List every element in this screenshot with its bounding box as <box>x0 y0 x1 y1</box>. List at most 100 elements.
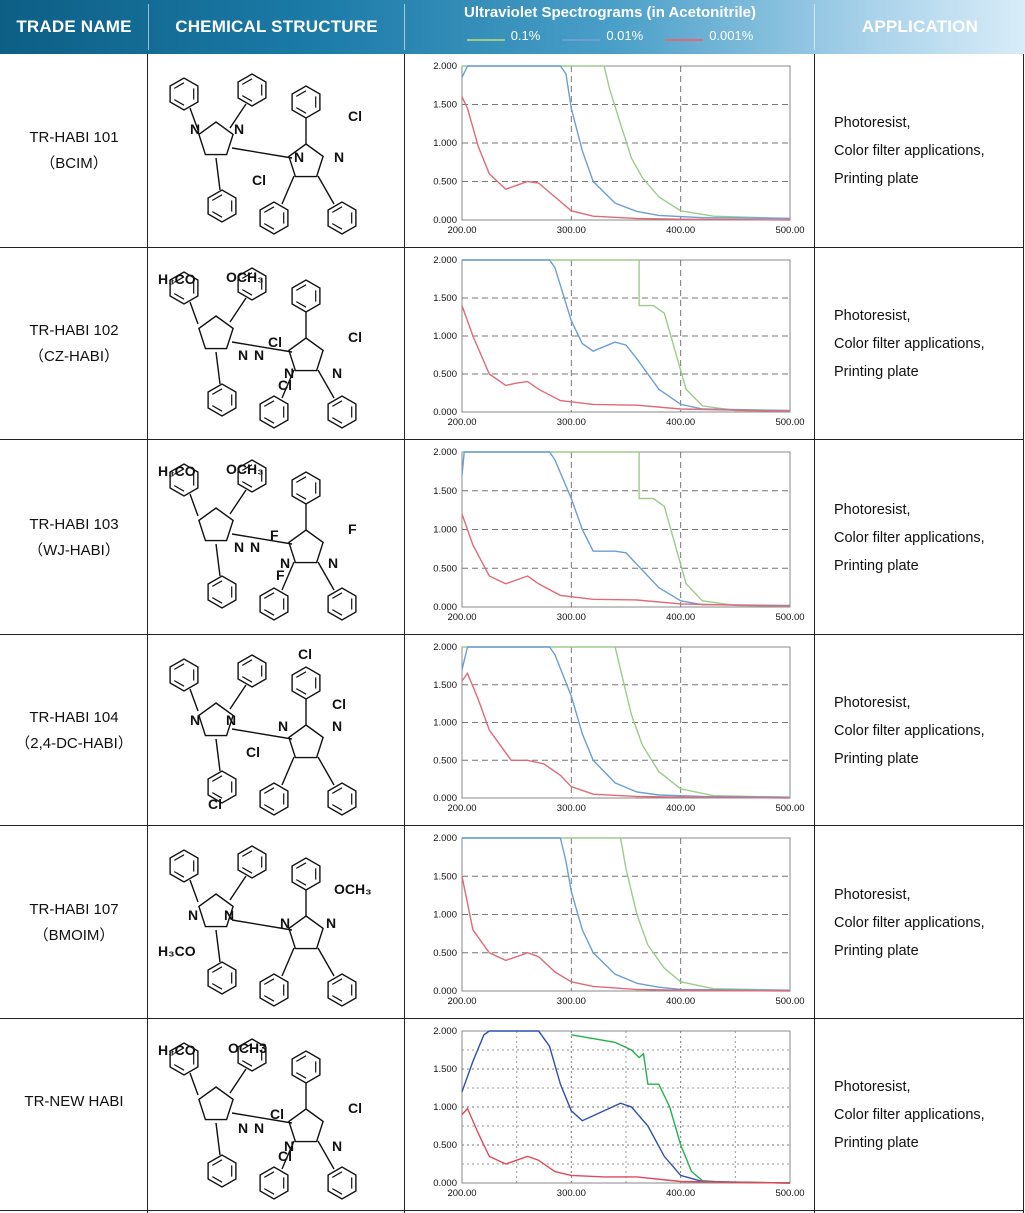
structure-bonds <box>169 459 357 621</box>
structure-atom-label: Cl <box>278 377 292 393</box>
y-tick-label: 1.000 <box>433 910 457 921</box>
structure-atom-label: N <box>284 365 294 381</box>
legend-swatch <box>665 38 704 41</box>
column-divider <box>404 54 405 1213</box>
application-item: Color filter applications, <box>834 722 985 739</box>
trade-name-code: （2,4-DC-HABI） <box>15 734 133 752</box>
y-tick-label: 0.000 <box>433 215 457 226</box>
header-application: APPLICATION <box>861 17 979 36</box>
header-divider <box>404 4 405 50</box>
application-item: Printing plate <box>834 364 919 380</box>
series-line-0-1pct <box>571 1034 791 1184</box>
y-tick-label: 0.500 <box>433 1140 457 1151</box>
trade-name-label: TR-HABI 107 <box>29 900 119 918</box>
header-trade-name: TRADE NAME <box>16 17 132 36</box>
structure-atom-label: N <box>188 907 198 923</box>
application-list: Photoresist, Color filter applications, Pr… <box>834 689 1024 773</box>
structure-atom-label: Cl <box>348 1100 362 1116</box>
x-tick-label: 300.00 <box>557 225 586 236</box>
structure-atom-label: OCH₃ <box>334 881 372 897</box>
trade-name: TR-HABI 101 （BCIM） <box>0 125 148 177</box>
series-line-0-001pct <box>461 305 791 412</box>
x-tick-label: 200.00 <box>447 417 476 428</box>
x-tick-label: 200.00 <box>447 612 476 623</box>
application-item: Printing plate <box>834 750 919 767</box>
x-tick-label: 500.00 <box>775 803 804 814</box>
column-divider <box>1023 54 1024 1213</box>
x-tick-label: 500.00 <box>775 996 804 1007</box>
y-tick-label: 2.000 <box>433 642 457 653</box>
application-list: Photoresist, Color filter applications, Pr… <box>834 302 1024 386</box>
table-row <box>0 248 1023 440</box>
uv-spectrogram-chart: 0.000 0.500 1.000 1.500 2.000 200.00 300.00 400… <box>433 1026 804 1199</box>
x-tick-label: 300.00 <box>557 417 586 428</box>
series-line-0-001pct <box>461 876 791 992</box>
legend-swatch <box>562 38 601 41</box>
trade-name: TR-HABI 102 （CZ-HABI） <box>0 318 148 370</box>
y-tick-label: 1.500 <box>433 871 457 882</box>
structure-atom-label: N <box>334 149 344 165</box>
table-row <box>0 826 1023 1019</box>
series-line-0-1pct <box>462 646 791 798</box>
series-line-0-01pct <box>461 65 791 220</box>
application-item: Printing plate <box>834 942 919 959</box>
application-item: Color filter applications, <box>834 1107 985 1123</box>
application-item: Color filter applications, <box>834 143 985 159</box>
structure-bonds <box>169 845 357 1007</box>
chemical-structure-diagram: N N N N OCH₃ H₃CO <box>158 845 372 1007</box>
header-chemical-structure: CHEMICAL STRUCTURE <box>175 17 378 36</box>
structure-atom-label: N <box>280 555 290 571</box>
structure-atom-label: Cl <box>348 108 362 124</box>
y-tick-label: 1.500 <box>433 1064 457 1075</box>
series-line-0-01pct <box>461 451 791 607</box>
x-tick-label: 400.00 <box>666 803 695 814</box>
structure-atom-label: N <box>238 1120 248 1136</box>
legend-label: 0.1% <box>510 28 541 43</box>
y-tick-label: 0.500 <box>433 948 457 959</box>
structure-atom-label: N <box>280 915 290 931</box>
structure-atom-label: H₃CO <box>158 943 196 959</box>
table-row <box>0 1019 1023 1211</box>
structure-atom-label: Cl <box>332 696 346 712</box>
structure-atom-label: Cl <box>252 172 266 188</box>
x-tick-label: 500.00 <box>775 1188 804 1199</box>
trade-name: TR-HABI 107 （BMOIM） <box>0 897 148 949</box>
y-tick-label: 1.500 <box>433 100 457 111</box>
y-tick-label: 1.000 <box>433 331 457 342</box>
structure-atom-label: N <box>332 718 342 734</box>
trade-name-code: （CZ-HABI） <box>28 348 119 365</box>
y-tick-label: 2.000 <box>433 447 457 458</box>
structure-bonds <box>169 267 357 429</box>
structure-atom-label: Cl <box>278 1148 292 1164</box>
x-tick-label: 400.00 <box>666 996 695 1007</box>
structure-atom-label: N <box>332 1138 342 1154</box>
y-tick-label: 1.000 <box>433 718 457 729</box>
structure-atom-label: N <box>284 1138 294 1154</box>
y-tick-label: 0.500 <box>433 755 457 766</box>
x-tick-label: 300.00 <box>557 612 586 623</box>
series-line-0-001pct <box>461 96 791 221</box>
series-line-0-01pct <box>461 646 791 798</box>
y-tick-label: 0.000 <box>433 407 457 418</box>
trade-name-label: TR-HABI 103 <box>29 515 119 533</box>
application-item: Photoresist, <box>834 501 911 518</box>
application-item: Color filter applications, <box>834 914 985 931</box>
legend-label: 0.001% <box>709 28 754 43</box>
structure-atom-label: N <box>234 121 244 137</box>
structure-atom-label: N <box>332 365 342 381</box>
structure-atom-label: N <box>190 712 200 728</box>
uv-spectrogram-chart: 0.000 0.500 1.000 1.500 2.000 200.00 300.00 400… <box>433 447 804 623</box>
application-list: Photoresist, Color filter applications, Pr… <box>834 109 1024 193</box>
y-tick-label: 2.000 <box>433 1026 457 1037</box>
y-tick-label: 0.500 <box>433 177 457 188</box>
y-tick-label: 0.000 <box>433 602 457 613</box>
header-divider <box>148 4 149 50</box>
application-list: Photoresist, Color filter applications, Pr… <box>834 496 1024 580</box>
y-tick-label: 0.000 <box>433 1178 457 1189</box>
trade-name-code: （WJ-HABI） <box>28 541 120 559</box>
x-tick-label: 400.00 <box>666 1188 695 1199</box>
header-uv-title: Ultraviolet Spectrograms (in Acetonitril… <box>463 4 756 21</box>
application-item: Photoresist, <box>834 694 911 711</box>
